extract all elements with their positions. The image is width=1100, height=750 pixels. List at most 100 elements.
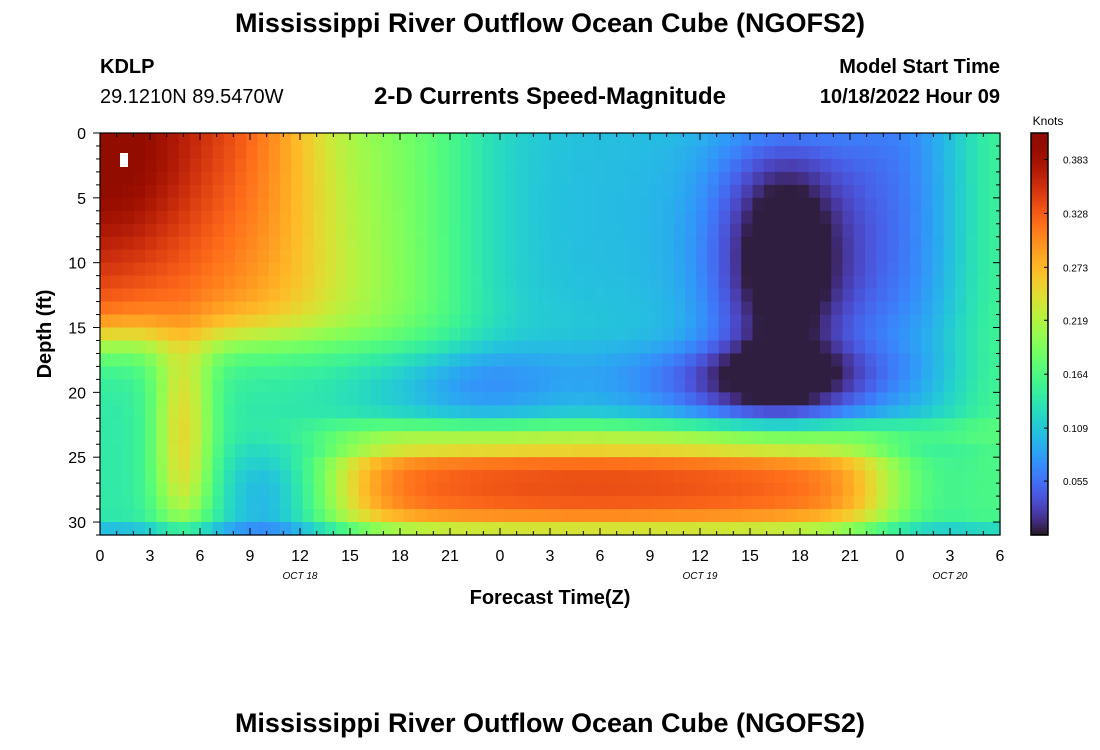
heatmap-cell (313, 197, 326, 212)
heatmap-cell (133, 210, 146, 225)
heatmap-cell (302, 171, 315, 186)
heatmap-cell (538, 496, 551, 510)
heatmap-cell (381, 288, 394, 303)
heatmap-cell (685, 184, 697, 199)
heatmap-cell (223, 275, 236, 290)
heatmap-cell (876, 444, 889, 458)
heatmap-cell (572, 133, 585, 147)
heatmap-cell (966, 327, 979, 342)
heatmap-cell (988, 366, 1001, 380)
heatmap-cell (820, 418, 832, 432)
heatmap-cell (437, 158, 450, 173)
heatmap-cell (988, 197, 1001, 212)
heatmap-cell (572, 522, 585, 536)
heatmap-cell (403, 444, 416, 458)
heatmap-cell (550, 496, 562, 510)
heatmap-cell (246, 171, 259, 186)
heatmap-cell (257, 236, 270, 251)
heatmap-cell (775, 133, 787, 147)
heatmap-cell (167, 509, 180, 523)
heatmap-cell (212, 470, 225, 484)
heatmap-cell (651, 392, 664, 406)
heatmap-cell (763, 301, 776, 316)
heatmap-cell (955, 366, 967, 380)
heatmap-cell (505, 405, 517, 419)
heatmap-cell (190, 236, 202, 251)
heatmap-cell (538, 483, 551, 497)
heatmap-cell (831, 145, 844, 160)
heatmap-cell (628, 145, 641, 160)
heatmap-cell (853, 288, 866, 303)
heatmap-cell (797, 158, 810, 173)
heatmap-cell (122, 184, 135, 199)
heatmap-cell (403, 483, 416, 497)
heatmap-cell (426, 431, 439, 445)
heatmap-cell (617, 171, 630, 186)
heatmap-cell (966, 288, 979, 303)
heatmap-cell (212, 184, 225, 199)
heatmap-cell (741, 418, 754, 432)
heatmap-cell (966, 392, 979, 406)
heatmap-cell (426, 184, 439, 199)
heatmap-cell (302, 301, 315, 316)
heatmap-cell (898, 210, 911, 225)
heatmap-cell (313, 275, 326, 290)
heatmap-cell (482, 249, 495, 264)
heatmap-cell (752, 522, 765, 536)
heatmap-cell (673, 509, 686, 523)
heatmap-cell (707, 327, 720, 342)
heatmap-cell (212, 353, 225, 368)
heatmap-cell (223, 133, 236, 147)
heatmap-cell (943, 275, 956, 290)
heatmap-cell (718, 158, 731, 173)
heatmap-cell (448, 236, 461, 251)
heatmap-cell (628, 262, 641, 277)
heatmap-cell (190, 405, 202, 419)
heatmap-cell (696, 223, 709, 238)
heatmap-cell (752, 431, 765, 445)
heatmap-cell (910, 509, 922, 523)
heatmap-cell (550, 509, 562, 523)
heatmap-cell (426, 405, 439, 419)
heatmap-cell (190, 184, 202, 199)
heatmap-cell (347, 496, 360, 510)
colorbar-segment (1031, 143, 1048, 147)
heatmap-cell (640, 509, 652, 523)
heatmap-cell (730, 444, 742, 458)
heatmap-cell (673, 158, 686, 173)
heatmap-cell (752, 366, 765, 380)
heatmap-cell (673, 522, 686, 536)
heatmap-cell (493, 288, 506, 303)
heatmap-cell (842, 366, 855, 380)
heatmap-cell (538, 444, 551, 458)
heatmap-cell (471, 522, 484, 536)
heatmap-cell (291, 405, 304, 419)
heatmap-cell (876, 405, 889, 419)
heatmap-cell (718, 184, 731, 199)
colorbar-segment (1031, 268, 1048, 272)
heatmap-cell (280, 431, 292, 445)
heatmap-cell (775, 327, 787, 342)
heatmap-cell (797, 366, 810, 380)
heatmap-cell (212, 145, 225, 160)
heatmap-cell (313, 145, 326, 160)
heatmap-cell (910, 288, 922, 303)
heatmap-cell (696, 249, 709, 264)
heatmap-cell (291, 379, 304, 393)
heatmap-cell (325, 353, 337, 368)
heatmap-cell (606, 340, 619, 355)
heatmap-cell (606, 314, 619, 329)
heatmap-cell (235, 483, 247, 497)
heatmap-cell (583, 288, 596, 303)
heatmap-cell (336, 145, 349, 160)
heatmap-cell (448, 405, 461, 419)
heatmap-cell (246, 340, 259, 355)
heatmap-cell (865, 210, 877, 225)
colorbar-segment (1031, 168, 1048, 172)
heatmap-cell (932, 405, 945, 419)
heatmap-cell (696, 288, 709, 303)
heatmap-cell (392, 314, 405, 329)
heatmap-cell (403, 418, 416, 432)
heatmap-cell (730, 145, 742, 160)
heatmap-cell (381, 457, 394, 471)
